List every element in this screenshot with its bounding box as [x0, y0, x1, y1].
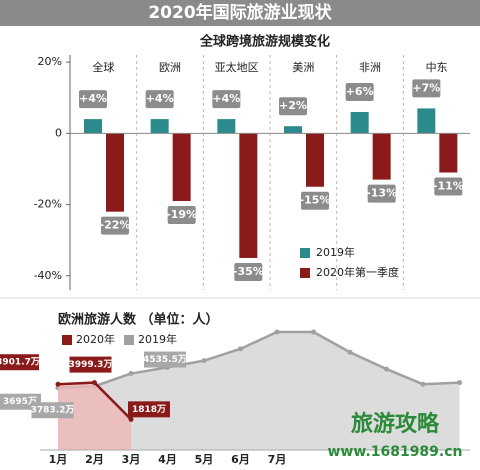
- point: [92, 380, 97, 386]
- bar: [106, 133, 124, 212]
- value-label-box: [145, 90, 174, 109]
- value-label: -13%: [366, 187, 397, 200]
- point: [347, 349, 353, 355]
- subtitle: 全球跨境旅游规模变化: [199, 34, 330, 50]
- bar: [439, 133, 458, 173]
- category-label: 全球: [92, 60, 114, 74]
- value-label-box: [79, 90, 107, 109]
- bar: [372, 133, 391, 180]
- value-label: 4535.5万: [143, 354, 187, 365]
- legend-swatch: [124, 335, 134, 345]
- category-label: 美洲: [292, 61, 314, 74]
- value-label-box: [367, 184, 396, 203]
- x-tick-label: 6月: [231, 453, 250, 466]
- point: [311, 329, 316, 335]
- y-tick-label: 0: [55, 126, 62, 139]
- value-label: +4%: [146, 92, 174, 105]
- value-label-box: [101, 216, 129, 235]
- x-tick-label: 2月: [85, 453, 104, 466]
- legend-label: 2020年: [76, 332, 115, 346]
- value-label-box: [128, 401, 170, 418]
- point: [384, 366, 389, 372]
- value-label: +4%: [212, 92, 240, 105]
- bar: [350, 111, 369, 134]
- value-label-box: [212, 90, 241, 109]
- value-label: -15%: [300, 194, 331, 207]
- category-label: 亚太地区: [215, 61, 259, 74]
- value-label-box: [345, 82, 374, 101]
- y-tick-label: 20%: [38, 55, 62, 68]
- point: [457, 380, 462, 386]
- value-label: +7%: [412, 81, 440, 94]
- point: [201, 358, 207, 364]
- value-label: +6%: [346, 85, 374, 98]
- bar: [239, 133, 258, 258]
- area-title: 欧洲旅游人数 （单位：人）: [58, 312, 219, 328]
- value-label-box: [0, 354, 39, 371]
- bar: [217, 119, 236, 134]
- watermark: 旅游攻略: [351, 411, 440, 437]
- y-tick-label: -20%: [34, 198, 62, 211]
- main-title: 2020年国际旅游业现状: [148, 2, 332, 23]
- bar: [284, 126, 302, 134]
- point: [128, 416, 134, 422]
- value-label-box: [31, 402, 74, 419]
- legend-label: 2020年第一季度: [316, 265, 399, 279]
- value-label: 3783.2万: [31, 405, 75, 416]
- point: [420, 381, 426, 387]
- value-label-box: [0, 393, 41, 410]
- bar: [84, 119, 102, 134]
- value-label-box: [167, 205, 196, 224]
- legend-label: 2019年: [316, 245, 355, 259]
- x-tick-label: 1月: [49, 453, 68, 466]
- area-fill: [58, 332, 460, 450]
- point: [274, 329, 280, 335]
- value-label-box: [434, 177, 463, 196]
- value-label-box: [234, 262, 263, 281]
- area-fill: [58, 382, 131, 450]
- value-label: -22%: [100, 219, 131, 232]
- value-label: 3999.3万: [69, 359, 113, 370]
- value-label: 3901.7万: [0, 357, 40, 368]
- x-tick-label: 3月: [122, 453, 141, 466]
- point: [128, 371, 134, 377]
- legend-label: 2019年: [138, 332, 177, 346]
- legend-swatch: [300, 248, 310, 258]
- bar: [417, 108, 436, 134]
- value-label: -35%: [233, 265, 264, 278]
- value-label: +4%: [79, 92, 107, 105]
- legend-swatch: [62, 335, 72, 345]
- value-label: +2%: [279, 99, 307, 112]
- watermark-url: www.1681989.cn: [328, 444, 463, 460]
- category-label: 欧洲: [159, 61, 181, 74]
- value-label-box: [301, 191, 329, 210]
- category-label: 非洲: [359, 61, 381, 74]
- value-label: -11%: [433, 180, 464, 193]
- series-line: [57, 330, 460, 389]
- header-bar: [0, 0, 480, 26]
- bar: [150, 119, 169, 134]
- value-label-box: [412, 79, 441, 98]
- value-label: -19%: [166, 208, 197, 221]
- value-label-box: [279, 97, 307, 116]
- x-tick-label: 5月: [195, 453, 214, 466]
- legend-swatch: [300, 268, 310, 278]
- category-label: 中东: [426, 61, 448, 74]
- bar: [172, 133, 191, 201]
- x-tick-label: 4月: [158, 453, 177, 466]
- bar: [306, 133, 324, 187]
- value-label: 1818万: [132, 404, 166, 415]
- point: [55, 381, 61, 387]
- value-label-box: [144, 351, 186, 368]
- value-label-box: [69, 356, 112, 373]
- point: [238, 346, 243, 352]
- x-tick-label: 7月: [268, 453, 287, 466]
- value-label: 3695万: [3, 396, 37, 407]
- y-tick-label: -40%: [34, 269, 62, 282]
